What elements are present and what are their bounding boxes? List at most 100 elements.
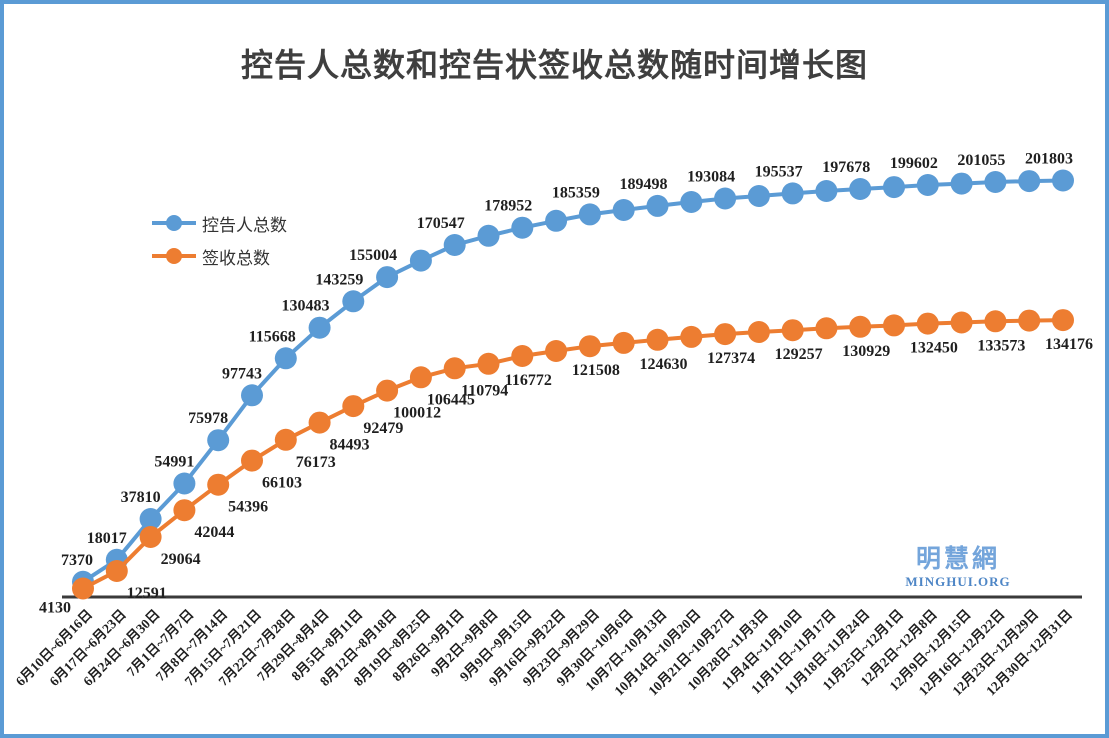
data-point <box>747 185 770 207</box>
data-point-label: 97743 <box>222 365 262 382</box>
data-point <box>409 366 432 389</box>
data-point-label: 129257 <box>775 346 823 363</box>
data-point <box>511 345 534 367</box>
data-point-label: 18017 <box>87 530 127 547</box>
data-point <box>241 449 263 472</box>
data-point <box>781 182 804 205</box>
data-point <box>916 174 939 196</box>
data-point <box>511 216 534 239</box>
data-point-label: 127374 <box>707 350 755 367</box>
data-point-label: 76173 <box>296 454 336 471</box>
data-point-label: 155004 <box>349 247 397 264</box>
data-point <box>477 224 500 247</box>
data-point-label: 54991 <box>154 454 194 471</box>
data-point <box>883 314 905 337</box>
data-point <box>1052 169 1074 192</box>
data-point <box>950 172 973 195</box>
data-point <box>545 209 568 232</box>
data-point-label: 132450 <box>910 340 958 357</box>
data-point-label: 185359 <box>552 184 600 201</box>
legend-line-marker-icon <box>152 215 196 231</box>
data-point-label: 92479 <box>363 420 403 437</box>
data-point <box>139 526 162 548</box>
data-point-label: 170547 <box>417 215 465 232</box>
data-point-label: 54396 <box>228 499 268 516</box>
legend-line-marker-icon <box>152 248 196 264</box>
data-point <box>376 266 399 289</box>
data-point <box>815 180 838 202</box>
data-point <box>1018 170 1041 193</box>
data-point <box>883 176 905 199</box>
data-point <box>578 335 601 358</box>
watermark-minghui: 明慧網 MINGHUI.ORG <box>892 546 1024 590</box>
data-point <box>342 290 365 313</box>
data-point <box>274 428 297 451</box>
data-point <box>714 187 737 210</box>
chart-title: 控告人总数和控告状签收总数随时间增长图 <box>240 47 868 83</box>
data-point-label: 116772 <box>505 372 552 389</box>
data-point-label: 201803 <box>1025 151 1073 168</box>
data-point-label: 100012 <box>393 405 441 422</box>
data-point-label: 195537 <box>755 163 803 180</box>
data-point-label: 121508 <box>572 362 620 379</box>
data-point <box>849 178 872 200</box>
data-point <box>815 317 838 340</box>
data-point <box>274 347 297 370</box>
data-point <box>207 429 230 452</box>
data-point-label: 189498 <box>619 176 667 193</box>
data-point-label: 66103 <box>262 475 302 492</box>
legend-label-complainants-total: 控告人总数 <box>202 215 287 235</box>
data-point-label: 37810 <box>121 489 161 506</box>
data-point <box>612 199 635 221</box>
data-point <box>680 191 703 213</box>
data-point <box>984 310 1007 333</box>
data-point-label: 197678 <box>822 159 870 176</box>
data-point <box>409 249 432 272</box>
data-point-label: 29064 <box>161 551 201 568</box>
data-point <box>646 328 669 351</box>
data-point-label: 134176 <box>1045 336 1093 353</box>
data-point <box>173 472 196 495</box>
legend-item-received-total: 签收总数 <box>150 243 287 269</box>
data-point <box>984 171 1007 193</box>
watermark-minghui-cjk: 明慧網 <box>915 546 1000 573</box>
data-point <box>477 352 500 375</box>
data-point-label: 12591 <box>127 585 167 602</box>
data-point-label: 130929 <box>842 343 890 360</box>
data-point <box>950 311 973 334</box>
data-point-label: 7370 <box>61 552 93 569</box>
data-point <box>781 319 804 342</box>
data-point-label: 115668 <box>249 328 296 345</box>
data-point <box>916 312 939 335</box>
data-point <box>173 499 196 522</box>
watermark-minghui-latin: MINGHUI.ORG <box>905 574 1011 590</box>
data-point <box>680 325 703 348</box>
data-point <box>578 203 601 226</box>
data-point-label: 193084 <box>687 168 735 185</box>
data-point <box>72 577 94 600</box>
data-point <box>241 384 263 407</box>
data-point <box>1052 309 1074 332</box>
data-point <box>714 323 737 346</box>
data-point <box>376 379 399 402</box>
data-point <box>207 473 230 496</box>
data-point-label: 130483 <box>282 298 330 315</box>
data-point-label: 124630 <box>639 356 687 373</box>
data-point <box>308 316 331 339</box>
data-point-label: 199602 <box>890 155 938 172</box>
data-point <box>1018 309 1041 332</box>
data-point <box>849 315 872 338</box>
data-point <box>443 357 466 380</box>
legend-item-complainants-total: 控告人总数 <box>150 210 287 236</box>
data-point <box>139 508 162 530</box>
data-point <box>308 411 331 434</box>
data-point-label: 106445 <box>427 391 475 408</box>
chart-plot: 6月10日~6月16日6月17日~6月23日6月24日~6月30日7月1日~7月… <box>13 151 1093 699</box>
data-point <box>342 395 365 418</box>
data-point-label: 201055 <box>957 152 1005 169</box>
data-point <box>443 234 466 256</box>
data-point-label: 133573 <box>977 337 1025 354</box>
data-point-label: 42044 <box>194 524 234 541</box>
data-point-label: 110794 <box>461 382 508 399</box>
